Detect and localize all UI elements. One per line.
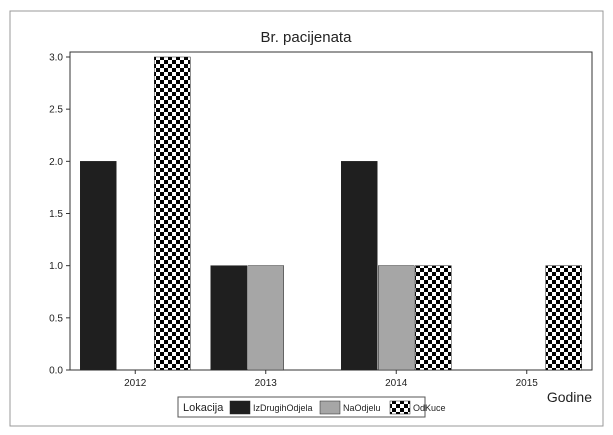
y-tick-label: 2.0 [49, 157, 63, 168]
legend-swatch-OdKuce [389, 400, 411, 415]
bar-NaOdjelu-2013 [247, 265, 284, 371]
legend-label-IzDrugihOdjela: IzDrugihOdjela [253, 403, 313, 413]
x-tick-label: 2015 [516, 378, 539, 389]
legend-items: IzDrugihOdjela NaOdjelu OdKuce [229, 400, 446, 415]
bars-group [80, 56, 582, 371]
bar-OdKuce-2012 [154, 56, 191, 371]
chart-title: Br. pacijenata [261, 29, 353, 46]
legend-swatch-IzDrugihOdjela [229, 400, 251, 415]
legend-label-OdKuce: OdKuce [413, 403, 446, 413]
legend-title: Lokacija [183, 402, 224, 414]
legend-label-NaOdjelu: NaOdjelu [343, 403, 381, 413]
y-tick-label: 1.0 [49, 261, 63, 272]
y-tick-label: 0.0 [49, 366, 63, 377]
plot-area [69, 51, 593, 371]
bar-OdKuce-2014 [415, 265, 452, 371]
y-axis: 0.0 0.5 1.0 1.5 2.0 2.5 3.0 [49, 53, 70, 377]
bar-OdKuce-2015 [545, 265, 582, 371]
legend: Lokacija IzDrugihOdjela NaOdjelu OdKuce [177, 396, 446, 418]
y-tick-label: 1.5 [49, 209, 63, 220]
bar-IzDrugihOdjela-2012 [80, 161, 117, 371]
x-tick-label: 2012 [124, 378, 147, 389]
bar-IzDrugihOdjela-2014 [341, 161, 378, 371]
x-axis-label: Godine [547, 389, 592, 405]
y-tick-label: 0.5 [49, 313, 63, 324]
bar-NaOdjelu-2014 [378, 265, 415, 371]
x-axis: 2012 2013 2014 2015 [124, 370, 538, 389]
y-tick-label: 3.0 [49, 53, 63, 64]
y-tick-label: 2.5 [49, 105, 63, 116]
legend-swatch-NaOdjelu [319, 400, 341, 415]
bar-IzDrugihOdjela-2013 [210, 265, 247, 371]
x-tick-label: 2014 [385, 378, 408, 389]
x-tick-label: 2013 [255, 378, 278, 389]
outer-border [9, 10, 604, 427]
